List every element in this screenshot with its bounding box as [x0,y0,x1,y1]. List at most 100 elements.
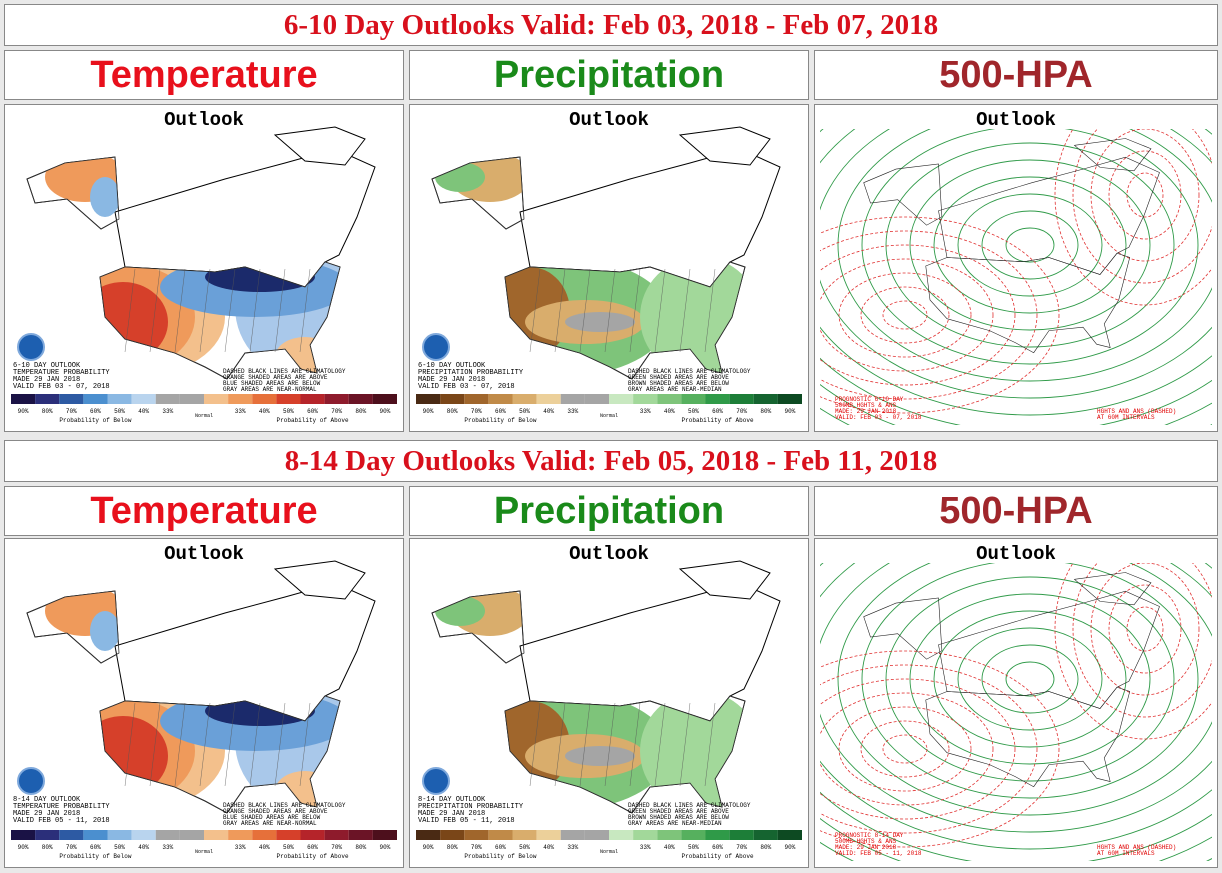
anomaly-contour [1090,129,1200,262]
legend-swatch [204,830,229,840]
state-line [679,268,691,353]
state-line [579,702,591,787]
shade [435,596,485,626]
legend-label: 33% [567,408,578,415]
caption: ORANGE SHADED AREAS ARE ABOVE [223,808,328,815]
outline [99,261,341,380]
outlook-image: 90% 80% 70% 60% 50% 40% 33% 33% 40% 50% 60% 70% 80% 9… [409,538,809,868]
legend-label: 40% [664,844,675,851]
legend-swatch [488,394,513,404]
panel-subheading: Outlook [569,109,649,131]
caption: PROGNOSTIC 8-14 DAY [835,832,904,839]
state-line [629,268,641,353]
legend-swatch [348,830,373,840]
panel-heading: Precipitation [409,50,809,100]
height-contour [933,610,1127,748]
legend-swatch [464,830,489,840]
caption: HGHTS AND ANS (DASHED) [1097,844,1176,851]
outline [99,695,341,814]
shading [45,157,119,217]
caption: MADE 29 JAN 2018 [418,810,485,818]
state-line [299,268,311,353]
legend-swatch [560,830,585,840]
legend-swatch [372,394,397,404]
outline [26,590,120,664]
caption: DASHED BLACK LINES ARE CLIMATOLOGY [223,368,346,375]
shade [100,282,168,362]
legend-swatch [35,830,60,840]
legend-label: 90% [380,844,391,851]
legend-label: 80% [760,844,771,851]
state-line [529,268,541,353]
caption: BLUE SHADED AREAS ARE BELOW [223,814,321,821]
map [26,126,376,380]
legend-swatch [584,394,609,404]
legend-label: 50% [114,844,125,851]
anomaly-contour [1054,563,1212,740]
legend-label: 90% [785,844,796,851]
legend-label: 50% [114,408,125,415]
legend-label: 33% [235,844,246,851]
legend-swatch [276,830,301,840]
legend-label: 60% [90,408,101,415]
caption: PRECIPITATION PROBABILITY [418,369,524,377]
legend-swatch [705,394,730,404]
legend-label: 33% [640,408,651,415]
legend-label: 33% [162,844,173,851]
legend-swatch [228,830,253,840]
height-contour [820,563,1212,833]
panel-subheading: Outlook [976,109,1056,131]
legend-label: 33% [162,408,173,415]
legend-swatch [488,830,513,840]
section-title: 8-14 Day Outlooks Valid: Feb 05, 2018 - … [4,440,1218,482]
legend-swatch [11,830,36,840]
legend-swatch [348,394,373,404]
caption: 500MB HGHTS & ANS [835,402,897,409]
caption: 8-14 DAY OUTLOOK [13,796,81,804]
legend-label: 50% [519,844,530,851]
state-line [224,702,236,787]
anomaly-contour [1126,172,1164,218]
anomaly-contour [1072,563,1212,718]
legend-label: 90% [380,408,391,415]
noaa-logo [422,767,450,795]
legend-swatch [753,830,778,840]
anomaly-contour [820,258,994,372]
coastline [1073,138,1152,172]
legend-label: 40% [543,844,554,851]
outlook-image: 90% 80% 70% 60% 50% 40% 33% 33% 40% 50% 60% 70% 80% 9… [4,538,404,868]
legend-normal: Normal [195,849,213,855]
caption: 500MB HGHTS & ANS [835,838,897,845]
caption: BROWN SHADED AREAS ARE BELOW [628,814,729,821]
panel-heading: 500-HPA [814,486,1218,536]
anomaly-contour [820,650,1060,848]
noaa-logo [17,767,45,795]
legend-label: 80% [760,408,771,415]
height-contour [957,627,1103,731]
legend-swatch [440,830,465,840]
legend-swatch [560,394,585,404]
anomaly-contour [882,734,928,764]
legend-label: 60% [90,844,101,851]
state-line [249,268,261,353]
state-line [299,702,311,787]
legend-label: 70% [471,408,482,415]
height-contour [885,142,1175,348]
map [431,560,781,814]
state-line [704,702,716,787]
height-contour [1005,227,1055,263]
legend-above: Probability of Above [277,417,349,424]
legend-swatch [440,394,465,404]
legend-label: 60% [712,408,723,415]
legend-swatch [155,830,180,840]
caption: BLUE SHADED AREAS ARE BELOW [223,380,321,387]
caption: VALID FEB 05 - 11, 2018 [13,817,110,825]
shade [90,611,119,651]
caption: DASHED BLACK LINES ARE CLIMATOLOGY [223,802,346,809]
caption: VALID FEB 03 - 07, 2018 [13,383,110,391]
shading [435,591,524,636]
legend-label: 90% [785,408,796,415]
legend-swatch [753,394,778,404]
map-svg: 90% 80% 70% 60% 50% 40% 33% 33% 40% 50% 60% 70% 80% 9… [416,543,802,860]
legend-swatch [59,830,84,840]
